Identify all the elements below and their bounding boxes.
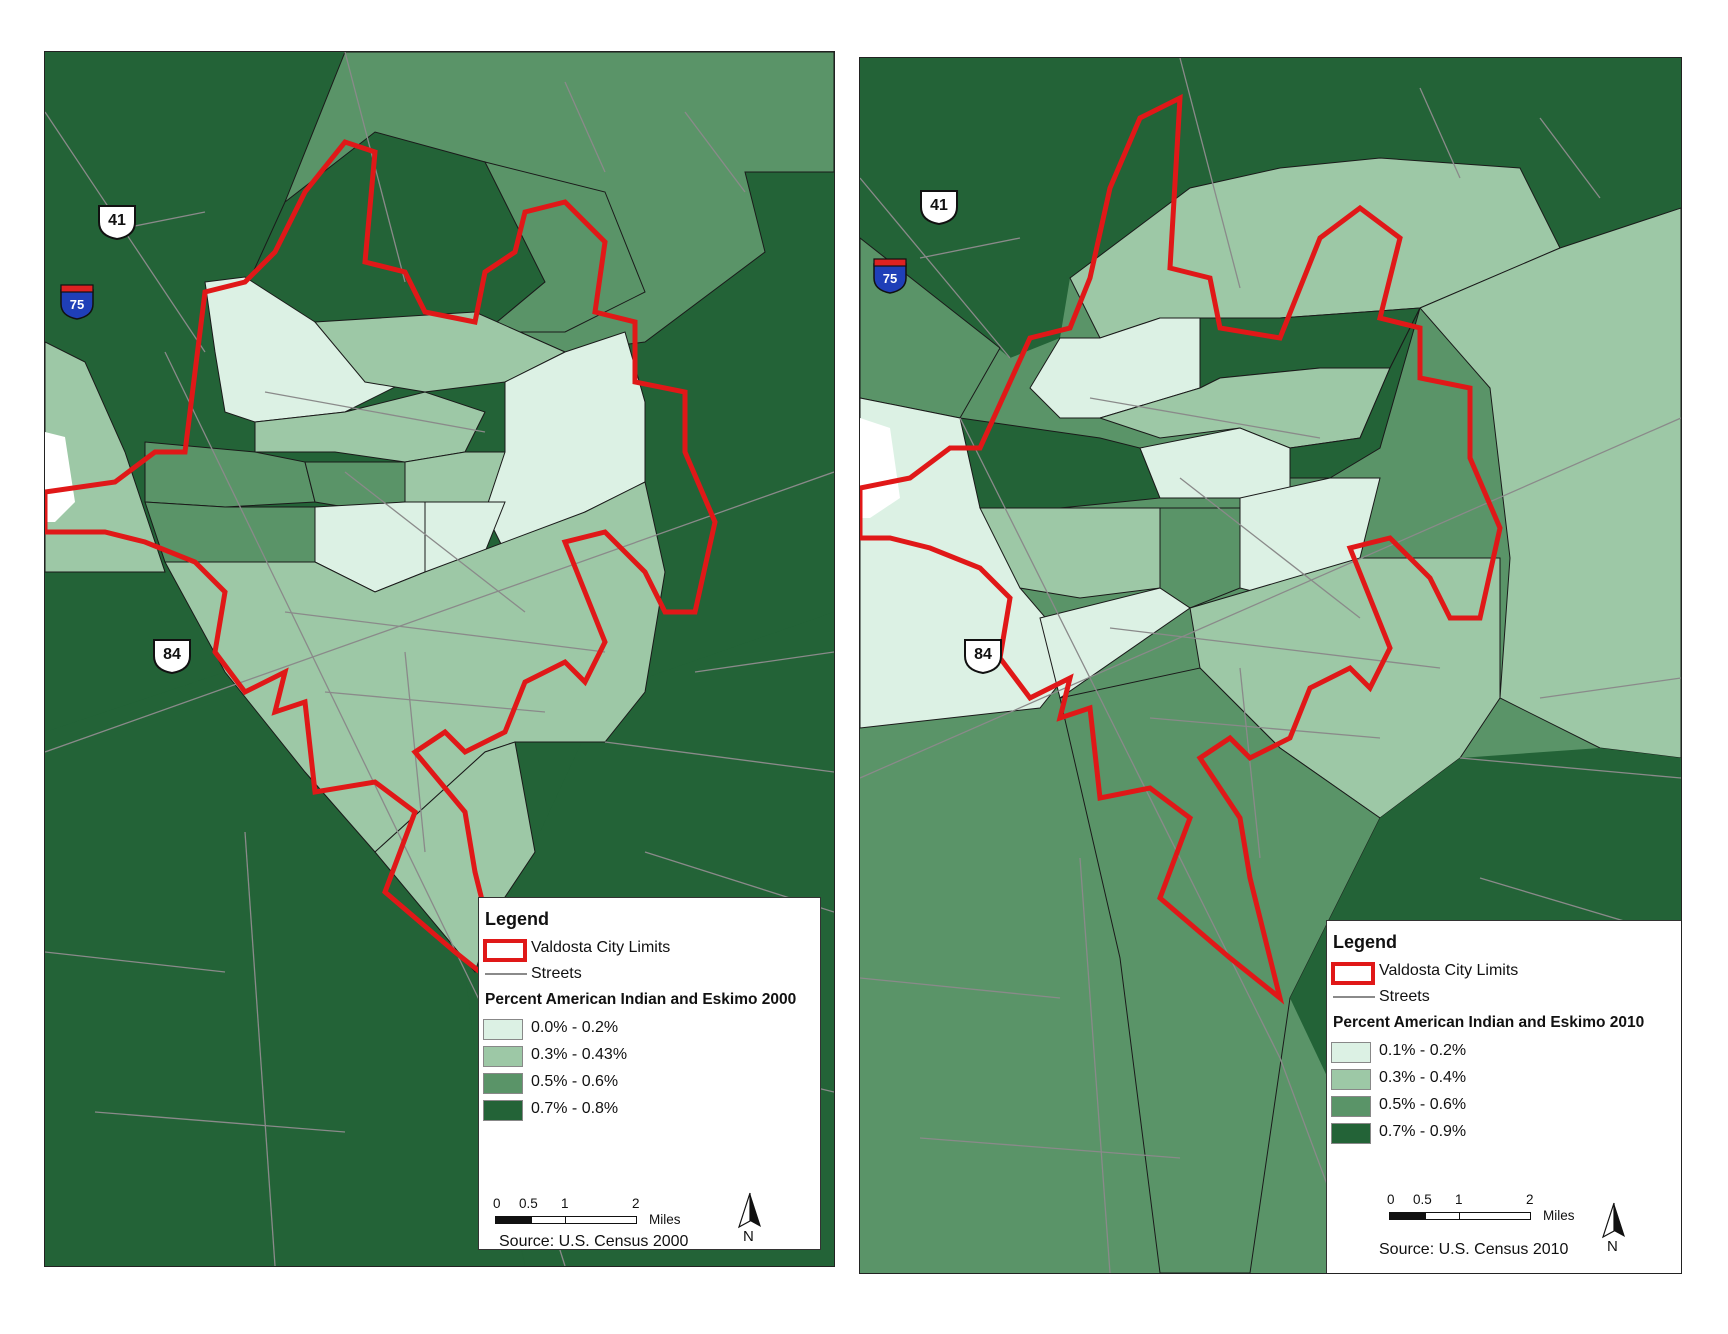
scale-tick-0: 0 [1387,1192,1395,1207]
scale-unit: Miles [649,1212,681,1227]
i-75-label: 75 [69,297,85,312]
class-4-label: 0.7% - 0.8% [531,1100,619,1117]
north-arrow-icon: N [1599,1201,1629,1255]
class-1-label: 0.0% - 0.2% [531,1019,619,1036]
tract-downtown [1159,507,1241,609]
map-panel-2000: 41 75 84 Legend Valdosta City Limits Str… [44,51,835,1267]
streets-label: Streets [531,965,582,982]
scale-unit: Miles [1543,1208,1575,1223]
class-3-label: 0.5% - 0.6% [531,1073,619,1090]
tract-c-white [1139,427,1291,499]
class-1-swatch [483,1019,523,1040]
class-1-swatch [1331,1042,1371,1063]
unshaded-area [860,418,900,518]
north-label: N [743,1228,754,1245]
class-2-label: 0.3% - 0.43% [531,1046,628,1063]
us-41-label: 41 [108,212,126,229]
scale-tick-0.5: 0.5 [519,1196,538,1211]
tract-map-2000 [45,52,834,1266]
city-limits-swatch [483,939,527,962]
map-panel-2010: 41 75 84 Legend Valdosta City Limits Str… [859,57,1682,1274]
us-84-label: 84 [163,646,181,663]
tract-nw-light [204,276,406,423]
tract-north-dark [860,58,1681,358]
classes-title: Percent American Indian and Eskimo 2010 [1333,1014,1645,1031]
legend-title: Legend [1333,932,1398,952]
tract-north-right [483,161,646,333]
north-arrow-icon: N [735,1191,765,1245]
us-84-shield-icon: 84 [152,638,192,675]
us-84-label: 84 [974,646,992,663]
us-41-shield-icon: 41 [97,204,137,241]
i-75-shield-icon: 75 [59,284,95,320]
valdosta-city-limits-2010 [860,93,1503,1005]
streets-swatch [485,973,527,975]
class-4-swatch [1331,1123,1371,1144]
scale-tick-1: 1 [1455,1192,1463,1207]
classes-title: Percent American Indian and Eskimo 2000 [485,991,797,1008]
class-4-swatch [483,1100,523,1121]
class-1-label: 0.1% - 0.2% [1379,1042,1467,1059]
source-note: Source: U.S. Census 2000 [499,1233,689,1250]
class-2-label: 0.3% - 0.4% [1379,1069,1467,1086]
tract-c5 [404,451,506,503]
us-84-shield-icon: 84 [963,638,1003,675]
i-75-label: 75 [882,271,898,286]
class-3-label: 0.5% - 0.6% [1379,1096,1467,1113]
us-41-label: 41 [930,197,948,214]
class-2-swatch [483,1046,523,1067]
legend-title: Legend [485,909,550,929]
streets-label: Streets [1379,988,1430,1005]
tract-c-dark2 [1289,307,1421,479]
scale-tick-1: 1 [561,1196,569,1211]
legend-2000: Legend Valdosta City Limits Streets Perc… [478,897,821,1250]
tract-c4 [304,461,406,508]
i-75-shield-icon: 75 [872,258,908,294]
tract-south [164,481,666,853]
source-note: Source: U.S. Census 2010 [1379,1241,1569,1258]
legend-2010: Legend Valdosta City Limits Streets Perc… [1326,920,1681,1273]
class-4-label: 0.7% - 0.9% [1379,1123,1467,1140]
scale-tick-2: 2 [1526,1192,1534,1207]
tract-west [45,341,166,573]
streets-2010 [860,58,1681,1273]
scale-tick-2: 2 [632,1196,640,1211]
scale-tick-0: 0 [493,1196,501,1211]
unshaded-area [45,432,75,522]
scale-tick-0.5: 0.5 [1413,1192,1432,1207]
valdosta-city-limits-2000 [45,139,718,999]
streets-swatch [1333,996,1375,998]
tract-south2 [374,741,536,974]
city-limits-label: Valdosta City Limits [531,939,671,956]
city-limits-label: Valdosta City Limits [1379,962,1519,979]
city-limits-swatch [1331,962,1375,985]
class-2-swatch [1331,1069,1371,1090]
class-3-swatch [1331,1096,1371,1117]
class-3-swatch [483,1073,523,1094]
north-label: N [1607,1238,1618,1255]
us-41-shield-icon: 41 [919,189,959,226]
